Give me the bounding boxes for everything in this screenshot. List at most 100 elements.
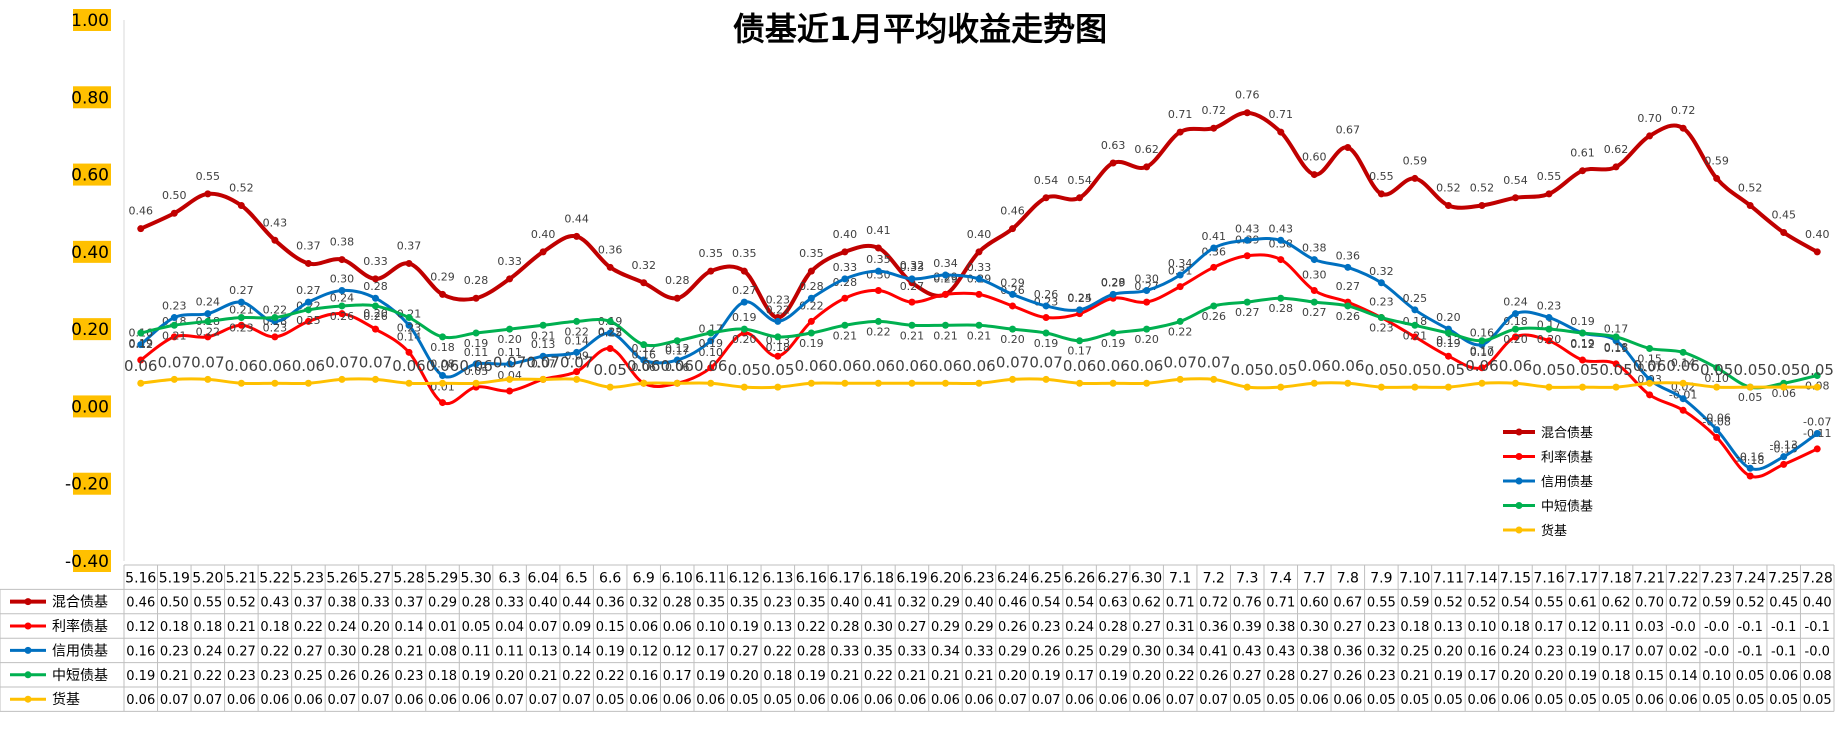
x-tick-label: 7.3 xyxy=(1236,571,1258,587)
table-cell: 0.22 xyxy=(763,644,792,659)
table-cell: 0.33 xyxy=(830,644,859,659)
data-point xyxy=(841,248,849,256)
x-tick-label: 6.9 xyxy=(633,571,655,587)
data-label: 0.13 xyxy=(1436,334,1461,347)
table-cell: 0.33 xyxy=(965,644,994,659)
table-cell: 0.37 xyxy=(294,596,323,611)
data-point xyxy=(1746,464,1754,472)
data-label: 0.76 xyxy=(1235,89,1260,102)
table-cell: 0.22 xyxy=(596,669,625,684)
data-point xyxy=(1277,256,1285,264)
table-cell: 0.17 xyxy=(1467,669,1496,684)
data-label: 0.05 xyxy=(1599,361,1632,379)
data-label: 0.54 xyxy=(1034,174,1059,187)
data-point xyxy=(1377,314,1385,322)
data-point xyxy=(1210,375,1218,383)
table-cell: 0.06 xyxy=(1467,693,1496,708)
table-cell: 0.50 xyxy=(160,596,189,611)
table-cell: 0.37 xyxy=(395,596,424,611)
data-point xyxy=(1210,263,1218,271)
table-cell: 0.22 xyxy=(193,669,222,684)
table-cell: 0.05 xyxy=(730,693,759,708)
data-label: 0.63 xyxy=(1101,139,1126,152)
data-label: 0.22 xyxy=(1168,325,1193,338)
data-label: 0.26 xyxy=(1201,310,1226,323)
table-cell: 0.23 xyxy=(1367,669,1396,684)
table-cell: 0.20 xyxy=(1434,644,1463,659)
data-point xyxy=(1076,379,1084,387)
table-cell: 0.33 xyxy=(495,596,524,611)
data-point xyxy=(371,302,379,310)
table-cell: 0.23 xyxy=(160,644,189,659)
table-cell: 0.06 xyxy=(1333,693,1362,708)
data-label: 0.11 xyxy=(464,346,489,359)
data-point xyxy=(1780,460,1788,468)
data-label: 0.05 xyxy=(761,361,794,379)
data-label: 0.23 xyxy=(766,294,791,307)
table-cell: -0.1 xyxy=(1805,620,1830,635)
data-label: 0.10 xyxy=(699,346,724,359)
data-label: 0.36 xyxy=(598,243,623,256)
data-point xyxy=(1612,333,1620,341)
data-point xyxy=(1076,337,1084,345)
legend-label: 混合债基 xyxy=(1541,426,1593,441)
table-cell: 0.05 xyxy=(1568,693,1597,708)
x-tick-label: 7.11 xyxy=(1433,571,1464,587)
x-tick-label: 5.27 xyxy=(360,571,391,587)
table-cell: 0.13 xyxy=(763,620,792,635)
data-label: 0.60 xyxy=(1302,151,1327,164)
table-cell: 0.63 xyxy=(1099,596,1128,611)
table-cell: 0.28 xyxy=(797,644,826,659)
data-point xyxy=(1143,287,1151,294)
x-tick-label: 5.21 xyxy=(226,571,257,587)
x-tick-label: 7.14 xyxy=(1466,571,1497,587)
chart-title: 债基近1月平均收益走势图 xyxy=(733,10,1107,48)
table-cell: 0.59 xyxy=(1400,596,1429,611)
data-point xyxy=(740,383,748,391)
data-label: 0.27 xyxy=(1336,280,1361,293)
data-label: 0.07 xyxy=(560,353,593,371)
data-label: 0.55 xyxy=(1537,170,1562,183)
table-cell: 0.28 xyxy=(830,620,859,635)
data-point xyxy=(539,352,547,360)
table-cell: 0.35 xyxy=(797,596,826,611)
data-label: 0.72 xyxy=(1201,104,1226,117)
data-point xyxy=(170,209,178,217)
legend-label: 信用债基 xyxy=(1541,475,1593,490)
table-cell: 0.18 xyxy=(160,620,189,635)
data-point xyxy=(573,232,581,240)
table-cell: 0.06 xyxy=(864,693,893,708)
table-cell: 0.22 xyxy=(562,669,591,684)
data-point xyxy=(271,314,279,322)
data-point xyxy=(506,360,514,368)
table-cell: 0.23 xyxy=(260,669,289,684)
data-point xyxy=(1042,314,1050,322)
data-label: 0.35 xyxy=(866,253,891,266)
table-cell: 0.05 xyxy=(596,693,625,708)
data-point xyxy=(807,329,815,337)
data-label: 0.27 xyxy=(1235,306,1260,319)
table-cell: 0.17 xyxy=(663,669,692,684)
x-tick-label: 6.10 xyxy=(662,571,693,587)
data-point xyxy=(304,298,312,306)
x-tick-label: 7.7 xyxy=(1303,571,1325,587)
data-label: 0.32 xyxy=(1369,265,1394,278)
data-label: 0.06 xyxy=(1331,357,1364,375)
table-cell: 0.12 xyxy=(1568,620,1597,635)
data-label: 0.30 xyxy=(1134,273,1159,286)
table-cell: 0.21 xyxy=(160,669,189,684)
table-cell: 0.43 xyxy=(260,596,289,611)
data-label: 0.43 xyxy=(263,216,288,229)
table-legend-marker xyxy=(24,622,32,630)
table-cell: 0.29 xyxy=(965,620,994,635)
x-tick-label: 5.22 xyxy=(259,571,290,587)
data-label: 0.55 xyxy=(1369,170,1394,183)
table-cell: 0.54 xyxy=(1065,596,1094,611)
table-cell: 0.24 xyxy=(1501,644,1530,659)
data-point xyxy=(405,379,413,387)
data-point xyxy=(606,383,614,391)
data-point xyxy=(1042,329,1050,337)
data-point xyxy=(707,337,715,345)
data-point xyxy=(539,248,547,256)
data-point xyxy=(137,341,145,349)
